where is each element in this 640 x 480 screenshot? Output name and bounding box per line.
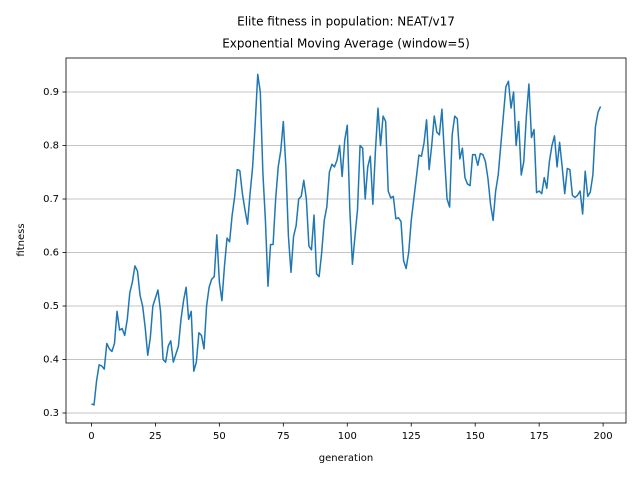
chart-title: Elite fitness in population: NEAT/v17 xyxy=(237,15,455,29)
y-axis-label: fitness xyxy=(16,223,27,256)
x-tick-label: 100 xyxy=(338,431,357,442)
x-axis-label: generation xyxy=(319,453,373,464)
x-tick-label: 150 xyxy=(466,431,485,442)
x-tick-label: 125 xyxy=(402,431,421,442)
x-tick-label: 75 xyxy=(277,431,290,442)
y-tick-label: 0.4 xyxy=(43,355,59,366)
y-tick-label: 0.7 xyxy=(43,194,59,205)
x-tick-label: 50 xyxy=(213,431,226,442)
y-tick-label: 0.6 xyxy=(43,248,59,259)
x-tick-label: 25 xyxy=(149,431,162,442)
y-tick-label: 0.5 xyxy=(43,301,59,312)
y-tick-label: 0.3 xyxy=(43,408,59,419)
x-tick-label: 200 xyxy=(594,431,613,442)
x-tick-label: 0 xyxy=(88,431,94,442)
plot-frame xyxy=(65,57,627,424)
y-tick-label: 0.9 xyxy=(43,87,59,98)
data-line xyxy=(91,73,602,406)
x-tick-label: 175 xyxy=(530,431,549,442)
y-tick-label: 0.8 xyxy=(43,141,59,152)
chart-subtitle: Exponential Moving Average (window=5) xyxy=(222,37,470,51)
